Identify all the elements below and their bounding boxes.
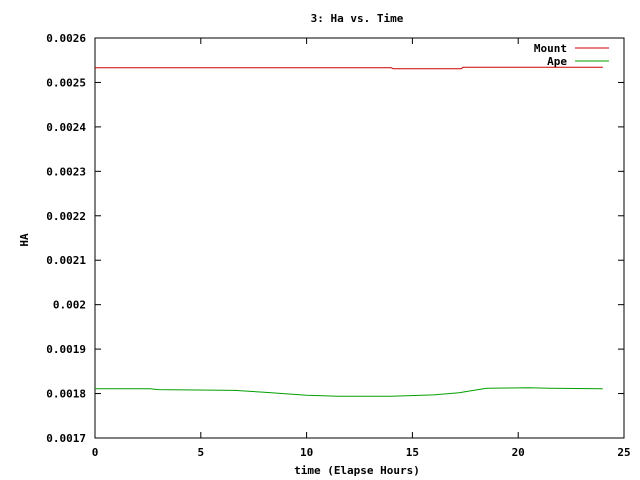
series-layer: [95, 66, 603, 397]
x-tick-label: 15: [406, 446, 419, 459]
x-axis-ticks: 0 5 10 15 20 25: [92, 38, 631, 459]
plot-frame: [94, 37, 625, 439]
y-tick-label: 0.0025: [46, 76, 86, 89]
x-tick-label: 25: [617, 446, 630, 459]
y-axis-label: HA: [18, 233, 31, 247]
y-tick-label: 0.0026: [46, 32, 86, 45]
x-tick-label: 0: [92, 446, 99, 459]
y-tick-label: 0.0019: [46, 343, 86, 356]
y-tick-label: 0.0023: [46, 165, 86, 178]
y-tick-label: 0.002: [53, 299, 86, 312]
series-line-mount: [95, 66, 603, 70]
chart-title: 3: Ha vs. Time: [311, 12, 404, 25]
x-tick-label: 10: [300, 446, 313, 459]
y-axis-ticks: 0.0017 0.0018 0.0019 0.002 0.0021 0.0022 0.002…: [46, 32, 624, 445]
legend-label-mount: Mount: [534, 42, 567, 55]
y-tick-label: 0.0024: [46, 121, 86, 134]
y-tick-label: 0.0018: [46, 388, 86, 401]
y-tick-label: 0.0021: [46, 254, 86, 267]
x-axis-label: time (Elapse Hours): [294, 464, 420, 477]
legend-label-ape: Ape: [547, 55, 567, 68]
y-tick-label: 0.0022: [46, 210, 86, 223]
y-tick-label: 0.0017: [46, 432, 86, 445]
x-tick-label: 20: [512, 446, 525, 459]
x-tick-label: 5: [197, 446, 204, 459]
series-line-ape: [95, 387, 603, 397]
